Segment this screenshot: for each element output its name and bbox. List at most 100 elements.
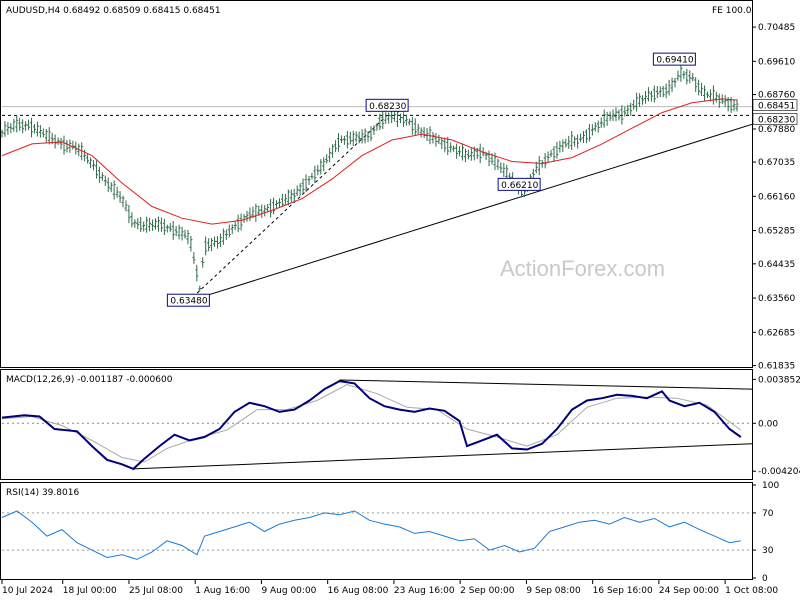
price-bar bbox=[543, 153, 547, 169]
price-annotation-box bbox=[652, 52, 696, 66]
rsi-y-tick-label: 0 bbox=[762, 574, 768, 584]
price-bar bbox=[664, 83, 668, 99]
price-bar bbox=[195, 264, 199, 282]
price-bar bbox=[700, 82, 704, 96]
price-bar bbox=[419, 127, 423, 138]
price-bar bbox=[239, 213, 243, 231]
price-y-tick-label: 0.64435 bbox=[758, 260, 795, 270]
price-bar bbox=[463, 148, 467, 163]
price-bar bbox=[6, 122, 10, 135]
x-tick-label: 1 Aug 16:00 bbox=[195, 586, 250, 596]
price-bar bbox=[579, 133, 583, 142]
price-bar bbox=[593, 122, 597, 132]
price-bar bbox=[339, 135, 343, 143]
price-bar bbox=[15, 115, 19, 133]
price-bar bbox=[705, 91, 709, 98]
price-panel-frame bbox=[0, 0, 753, 368]
price-bar bbox=[165, 224, 169, 233]
price-bar bbox=[103, 175, 107, 187]
macd-trendline-2 bbox=[133, 443, 753, 470]
price-tag-box bbox=[752, 99, 798, 111]
price-bar bbox=[319, 159, 323, 175]
price-bar bbox=[112, 180, 116, 200]
price-tag-box bbox=[752, 113, 798, 125]
price-bar bbox=[599, 117, 603, 128]
macd-y-tick-label: -0.004204 bbox=[758, 467, 800, 477]
price-bar bbox=[0, 129, 4, 138]
price-bar bbox=[587, 123, 591, 142]
price-bar bbox=[363, 128, 367, 144]
price-bar bbox=[708, 89, 712, 102]
rsi-title: RSI(14) 39.8016 bbox=[6, 488, 79, 498]
price-bar bbox=[27, 119, 31, 131]
price-y-tick-label: 0.69610 bbox=[758, 57, 795, 67]
price-bar bbox=[100, 172, 104, 181]
price-bar bbox=[670, 77, 674, 93]
price-bar bbox=[337, 133, 341, 152]
price-bar bbox=[283, 193, 287, 206]
price-bar bbox=[289, 189, 293, 203]
price-bar bbox=[145, 216, 149, 233]
price-bar bbox=[207, 238, 211, 252]
price-y-tick-label: 0.61835 bbox=[758, 362, 795, 372]
price-bar bbox=[667, 79, 671, 96]
price-tag-label: 0.68451 bbox=[758, 102, 795, 112]
price-bar bbox=[307, 175, 311, 185]
price-bar bbox=[390, 110, 394, 124]
price-bar bbox=[201, 257, 205, 268]
price-bar bbox=[328, 147, 332, 163]
price-bar bbox=[387, 112, 391, 124]
price-bar bbox=[342, 136, 346, 145]
price-bar bbox=[582, 130, 586, 143]
price-bar bbox=[691, 72, 695, 82]
price-bar bbox=[210, 238, 214, 252]
price-bar bbox=[676, 70, 680, 81]
price-bar bbox=[133, 219, 137, 228]
price-bar bbox=[570, 130, 574, 151]
price-bar bbox=[717, 93, 721, 108]
price-bar bbox=[245, 210, 249, 222]
price-bar bbox=[3, 121, 7, 137]
price-bar bbox=[295, 185, 299, 196]
price-bar bbox=[174, 225, 178, 237]
price-bar bbox=[334, 140, 338, 153]
price-bar bbox=[272, 197, 276, 215]
price-bar bbox=[487, 150, 491, 167]
price-bar bbox=[688, 70, 692, 84]
price-bar bbox=[502, 162, 506, 177]
price-bar bbox=[546, 151, 550, 163]
price-bar bbox=[68, 139, 72, 153]
price-bar bbox=[159, 217, 163, 232]
price-bar bbox=[549, 149, 553, 158]
price-bar bbox=[437, 134, 441, 145]
rsi-y-tick-label: 30 bbox=[762, 546, 774, 556]
x-tick-label: 16 Sep 16:00 bbox=[593, 586, 653, 596]
price-bar bbox=[286, 189, 290, 206]
price-bar bbox=[584, 129, 588, 144]
price-bar bbox=[499, 162, 503, 174]
price-bar bbox=[21, 119, 25, 134]
price-bar bbox=[130, 212, 134, 228]
price-bar bbox=[434, 133, 438, 147]
price-bar bbox=[466, 149, 470, 160]
price-bar bbox=[611, 109, 615, 121]
price-bar bbox=[109, 182, 113, 193]
x-tick-label: 2 Sep 00:00 bbox=[460, 586, 515, 596]
price-bar bbox=[9, 123, 13, 134]
rsi-layer bbox=[1, 510, 752, 560]
macd-y-tick-label: 0.003852 bbox=[758, 375, 800, 385]
price-bar bbox=[401, 112, 405, 127]
price-y-tick-label: 0.70485 bbox=[758, 23, 795, 33]
price-bar bbox=[183, 229, 187, 239]
price-bar bbox=[652, 85, 656, 103]
price-bar bbox=[369, 126, 373, 142]
price-bar bbox=[38, 125, 42, 138]
price-bar bbox=[30, 117, 34, 138]
macd-y-tick-label: 0.00 bbox=[758, 419, 778, 429]
price-annotation-label: 0.68230 bbox=[369, 102, 406, 112]
price-bar bbox=[266, 204, 270, 213]
price-annotation-box bbox=[365, 98, 409, 112]
price-bar bbox=[661, 86, 665, 98]
price-bar bbox=[455, 143, 459, 159]
price-layer: 0.63480 0.68230 0.66210 0.69410 bbox=[0, 52, 753, 307]
